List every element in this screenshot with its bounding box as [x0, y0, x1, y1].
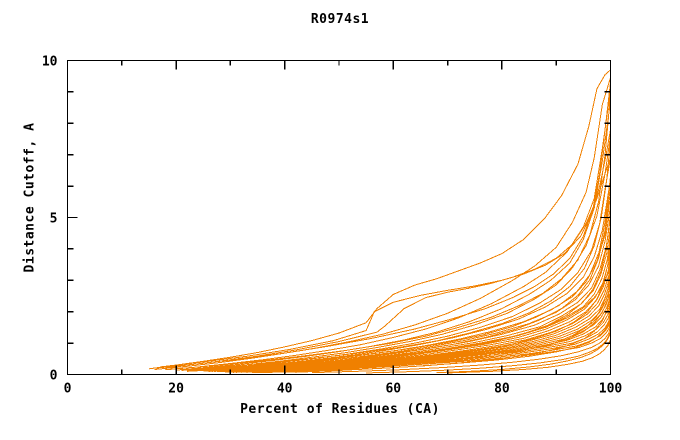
axis-ticks	[66, 59, 612, 376]
data-curve	[181, 135, 611, 371]
x-tick-label: 80	[494, 382, 510, 397]
y-axis-label: Distance Cutoff, A	[22, 122, 38, 273]
data-curve	[203, 206, 611, 372]
axis-frame	[66, 59, 612, 376]
chart-title: R0974s1	[310, 12, 370, 27]
plot-border	[66, 59, 612, 376]
x-tick-label: 0	[64, 382, 72, 397]
x-tick-label: 20	[168, 382, 184, 397]
data-curve	[436, 333, 611, 374]
data-curve	[235, 230, 611, 372]
data-curve	[192, 179, 611, 372]
axis-tick-labels: 0 20 40 60 80 100 0 5 10	[42, 55, 623, 397]
data-curve	[154, 77, 611, 370]
data-curve	[148, 69, 611, 370]
data-curve	[154, 82, 611, 369]
data-curve	[211, 236, 611, 372]
data-curve	[311, 325, 611, 374]
data-curve	[165, 90, 611, 371]
data-curve	[165, 157, 611, 369]
data-curve	[181, 140, 611, 371]
x-tick-label: 60	[385, 382, 401, 397]
data-curve	[295, 292, 611, 373]
x-tick-label: 100	[599, 382, 623, 397]
data-curve	[170, 94, 611, 370]
data-curve	[447, 339, 611, 374]
y-tick-label: 0	[50, 369, 58, 384]
x-tick-label: 40	[277, 382, 293, 397]
data-curve	[273, 278, 611, 373]
y-tick-label: 5	[50, 212, 58, 227]
data-curve	[241, 302, 611, 373]
data-curve	[257, 314, 611, 374]
data-curve	[192, 176, 611, 371]
y-tick-label: 10	[42, 55, 58, 70]
data-curve	[208, 214, 611, 372]
data-curve	[159, 129, 611, 368]
data-curve	[197, 186, 611, 371]
x-axis-label: Percent of Residues (CA)	[240, 402, 440, 417]
data-curve	[176, 101, 611, 371]
data-curve	[186, 157, 611, 371]
data-curves	[148, 69, 611, 374]
